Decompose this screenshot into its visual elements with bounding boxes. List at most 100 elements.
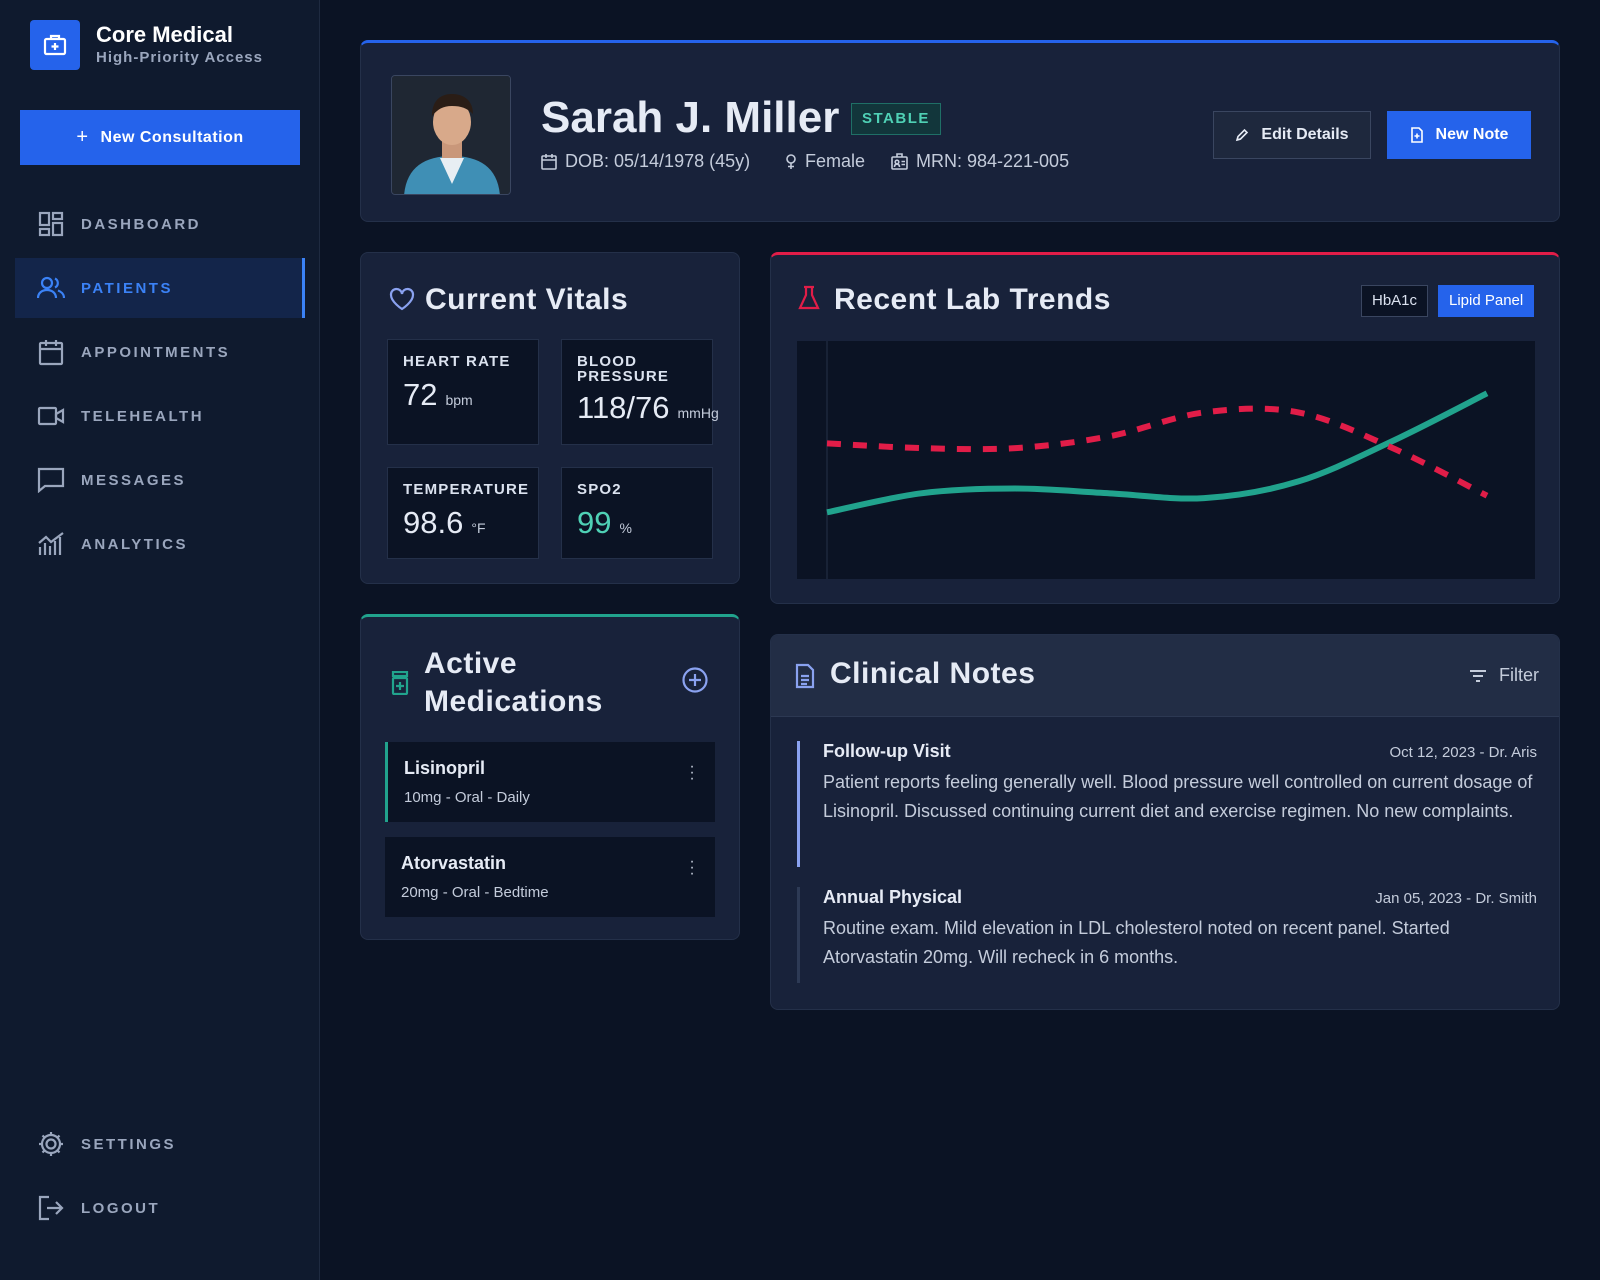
heart-rate-number: 72 [403, 377, 438, 412]
medication-item[interactable]: Atorvastatin 20mg - Oral - Bedtime · · · [385, 837, 715, 917]
note-body: Patient reports feeling generally well. … [823, 772, 1533, 821]
sidebar-item-label: SETTINGS [81, 1135, 177, 1153]
edit-details-button[interactable]: Edit Details [1213, 111, 1371, 159]
lab-trends-title: Recent Lab Trends [834, 283, 1111, 316]
sidebar-item-telehealth[interactable]: TELEHEALTH [15, 386, 305, 446]
add-medication-icon[interactable] [681, 666, 709, 694]
heart-rate-card: HEART RATE 72 bpm [387, 339, 539, 445]
analytics-icon [37, 530, 65, 558]
brand-title: Core Medical [96, 22, 233, 47]
edit-details-label: Edit Details [1261, 126, 1349, 143]
sidebar-item-label: ANALYTICS [81, 535, 188, 553]
medications-title-line1: Active [424, 647, 518, 680]
series-line-1 [826, 405, 1489, 499]
sidebar-item-label: LOGOUT [81, 1199, 161, 1217]
vitals-title: Current Vitals [425, 283, 629, 316]
new-note-label: New Note [1435, 126, 1509, 143]
mrn-text: MRN: 984-221-005 [916, 151, 1070, 171]
heart-rate-value: 72 bpm [403, 377, 523, 413]
clinical-note[interactable]: Annual Physical Jan 05, 2023 - Dr. Smith… [797, 887, 1537, 983]
medication-detail: 10mg - Oral - Daily [404, 789, 530, 806]
more-options-icon[interactable]: · · · [689, 758, 695, 787]
sidebar: Core Medical High-Priority Access + New … [0, 0, 320, 1280]
medication-item[interactable]: Lisinopril 10mg - Oral - Daily · · · [385, 742, 715, 822]
heart-rate-label: HEART RATE [403, 353, 511, 370]
sidebar-item-dashboard[interactable]: DASHBOARD [15, 194, 305, 254]
temperature-card: TEMPERATURE 98.6 °F [387, 467, 539, 559]
note-add-icon [1410, 127, 1423, 143]
medication-name: Atorvastatin [401, 853, 507, 873]
note-title: Follow-up Visit [823, 741, 951, 761]
brand-subtitle: High-Priority Access [96, 49, 263, 66]
filter-button[interactable]: Filter [1469, 665, 1539, 686]
filter-icon [1470, 669, 1486, 682]
temperature-value: 98.6 °F [403, 505, 523, 541]
id-badge-icon [891, 153, 908, 170]
clinical-notes-panel: Clinical Notes Filter Follow-up Visit Oc… [770, 634, 1560, 1010]
patient-dob: DOB: 05/14/1978 (45y) [541, 151, 750, 172]
users-icon [37, 274, 65, 302]
more-options-icon[interactable]: · · · [689, 853, 695, 882]
dashboard-icon [37, 210, 65, 238]
spo2-label: SPO2 [577, 481, 622, 498]
new-consultation-label: New Consultation [100, 128, 244, 146]
medications-title-line2: Medications [424, 685, 603, 718]
blood-pressure-card: BLOOD PRESSURE 118/76 mmHg [561, 339, 719, 445]
sidebar-item-settings[interactable]: SETTINGS [15, 1114, 305, 1174]
vitals-panel: Current Vitals HEART RATE 72 bpm BLOOD PRE… [360, 252, 740, 584]
bp-unit: mmHg [677, 405, 719, 421]
calendar-icon [541, 154, 557, 170]
sidebar-item-label: APPOINTMENTS [81, 343, 231, 361]
logout-icon [37, 1194, 65, 1222]
patient-header: Sarah J. Miller STABLE DOB: 05/14/1978 (… [360, 40, 1560, 222]
dob-text: DOB: 05/14/1978 (45y) [565, 151, 751, 171]
sidebar-item-label: DASHBOARD [81, 215, 201, 233]
bp-number: 118/76 [577, 390, 670, 425]
bp-label-line2: PRESSURE [577, 368, 670, 385]
tab-lipid-panel[interactable]: Lipid Panel [1438, 285, 1535, 317]
video-icon [37, 402, 65, 430]
spo2-unit: % [619, 520, 632, 536]
temperature-label: TEMPERATURE [403, 481, 530, 498]
message-icon [37, 466, 65, 494]
spo2-value: 99% [577, 505, 697, 541]
status-badge: STABLE [851, 103, 941, 135]
new-note-button[interactable]: New Note [1387, 111, 1531, 159]
bp-label-line1: BLOOD [577, 353, 638, 370]
gender-icon [786, 154, 796, 169]
temperature-unit: °F [471, 520, 486, 536]
sidebar-item-messages[interactable]: MESSAGES [15, 450, 305, 510]
sidebar-item-analytics[interactable]: ANALYTICS [15, 514, 305, 574]
filter-label: Filter [1499, 665, 1539, 685]
clinical-note[interactable]: Follow-up Visit Oct 12, 2023 - Dr. Aris … [797, 741, 1537, 867]
gender-text: Female [805, 151, 866, 171]
sidebar-item-label: PATIENTS [81, 279, 173, 297]
new-consultation-button[interactable]: + New Consultation [20, 110, 300, 165]
spo2-card: SPO2 99% [561, 467, 713, 559]
patient-gender: Female [785, 151, 865, 172]
spo2-number: 99 [577, 505, 612, 540]
flask-icon [798, 285, 820, 310]
plus-icon: + [76, 126, 89, 148]
blood-pressure-label: BLOOD PRESSURE [577, 354, 697, 384]
medication-detail: 20mg - Oral - Bedtime [401, 884, 549, 901]
pencil-icon [1236, 128, 1249, 142]
note-body: Routine exam. Mild elevation in LDL chol… [823, 918, 1450, 967]
medications-panel: Active Medications Lisinopril 10mg - Oral… [360, 614, 740, 940]
clinical-notes-header: Clinical Notes Filter [771, 635, 1559, 717]
lab-trends-panel: Recent Lab Trends HbA1c Lipid Panel [770, 252, 1560, 604]
heart-rate-unit: bpm [445, 392, 473, 408]
note-date: Jan 05, 2023 - Dr. Smith [1375, 890, 1537, 907]
sidebar-item-patients[interactable]: PATIENTS [15, 258, 305, 318]
note-title: Annual Physical [823, 887, 963, 907]
patient-mrn: MRN: 984-221-005 [891, 151, 1069, 172]
pill-bottle-icon [391, 671, 409, 695]
avatar [391, 75, 511, 195]
medications-title: Active Medications [424, 645, 603, 721]
medication-name: Lisinopril [404, 758, 485, 778]
lab-trend-chart [797, 341, 1535, 579]
note-date: Oct 12, 2023 - Dr. Aris [1389, 744, 1537, 761]
sidebar-item-appointments[interactable]: APPOINTMENTS [15, 322, 305, 382]
tab-hba1c[interactable]: HbA1c [1361, 285, 1429, 317]
sidebar-item-logout[interactable]: LOGOUT [15, 1178, 305, 1238]
